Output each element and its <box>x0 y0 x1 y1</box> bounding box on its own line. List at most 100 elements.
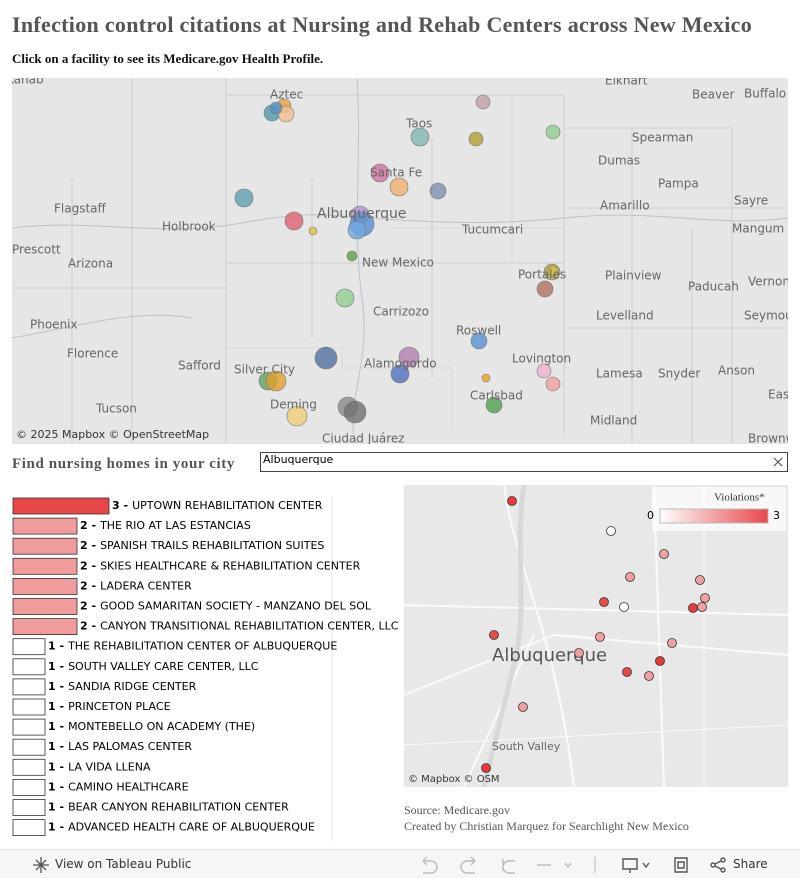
facility-pin[interactable] <box>475 94 491 110</box>
facility-dot[interactable] <box>518 702 528 712</box>
facility-pin[interactable] <box>410 127 430 147</box>
map-label: Elkhart <box>605 78 648 88</box>
redo[interactable] <box>460 856 476 874</box>
map-label: Santa Fe <box>370 166 422 180</box>
bar <box>12 578 78 595</box>
map-label: Beaver <box>692 88 734 102</box>
bar <box>12 778 46 796</box>
facility-pin[interactable] <box>468 131 484 147</box>
facility-dot[interactable] <box>697 602 707 612</box>
facility-dot[interactable] <box>599 597 609 607</box>
facility-pin[interactable] <box>335 288 355 308</box>
value-label: 1 - <box>48 660 64 673</box>
view-link[interactable]: View on Tableau Public <box>55 857 192 871</box>
facility-pin[interactable] <box>343 400 367 424</box>
facility-pin[interactable] <box>547 265 559 277</box>
facility-pin[interactable] <box>545 124 561 140</box>
facility-pin[interactable] <box>545 376 561 392</box>
facility-pin[interactable] <box>265 370 287 392</box>
revert[interactable] <box>502 859 515 874</box>
facility-dot[interactable] <box>489 630 499 640</box>
facility-dot[interactable] <box>606 526 616 536</box>
value-label: 1 - <box>48 640 64 653</box>
category-label: THE RIO AT LAS ESTANCIAS <box>99 519 251 532</box>
value-label: 1 - <box>48 740 64 753</box>
category-label: PRINCETON PLACE <box>68 700 171 713</box>
facility-pin[interactable] <box>234 188 254 208</box>
facility-dot[interactable] <box>481 763 491 773</box>
facility-dot[interactable] <box>655 656 665 666</box>
facility-pin[interactable] <box>536 280 554 298</box>
city-map[interactable]: Albuquerque South Valley Violations* 0 3… <box>404 485 788 787</box>
facility-dot[interactable] <box>700 593 710 603</box>
facility-dot[interactable] <box>659 549 669 559</box>
fullscreen[interactable] <box>674 857 688 873</box>
clear-icon[interactable] <box>773 457 783 467</box>
map-label: Silver City <box>234 363 295 377</box>
map-label: Deming <box>270 398 317 412</box>
map-label: Taos <box>405 117 432 131</box>
category-label: SOUTH VALLEY CARE CENTER, LLC <box>68 660 259 673</box>
facility-dot[interactable] <box>644 671 654 681</box>
facility-dot[interactable] <box>619 602 629 612</box>
map-label: Levelland <box>596 309 654 323</box>
facility-pin[interactable] <box>470 332 488 350</box>
facility-pin[interactable] <box>347 220 367 240</box>
facility-pin[interactable] <box>485 396 503 414</box>
download[interactable] <box>622 858 650 873</box>
facility-pin[interactable] <box>269 101 283 115</box>
river <box>481 485 527 787</box>
facility-pin[interactable] <box>429 182 447 200</box>
facility-pin[interactable] <box>390 364 410 384</box>
facility-pin[interactable] <box>314 346 338 370</box>
map-label: Alamogordo <box>364 357 437 371</box>
value-label: 1 - <box>48 700 64 713</box>
bar <box>12 598 78 615</box>
facility-dot[interactable] <box>688 603 698 613</box>
map-label: Anson <box>718 364 755 378</box>
map-label: Midland <box>590 414 637 428</box>
facility-dot[interactable] <box>595 632 605 642</box>
facility-dot[interactable] <box>622 667 632 677</box>
city-roads <box>404 485 788 787</box>
state-map[interactable]: Kanab Aztec Elkhart Beaver Buffalo Taos Spearm… <box>12 78 788 444</box>
bar <box>12 638 46 656</box>
facility-dot[interactable] <box>574 648 584 658</box>
facility-pin[interactable] <box>308 226 318 236</box>
facility-pin[interactable] <box>277 105 295 123</box>
value-label: 1 - <box>48 821 64 834</box>
city-attribution: © Mapbox © OSM <box>408 774 500 785</box>
share[interactable]: Share <box>733 857 768 871</box>
map-label: Arizona <box>68 257 113 271</box>
map-label: Tucson <box>95 402 137 416</box>
bar <box>12 618 78 635</box>
facility-pin[interactable] <box>284 211 304 231</box>
map-label: Florence <box>67 347 118 361</box>
facility-pin[interactable] <box>481 373 491 383</box>
bar <box>12 718 46 736</box>
legend-tick: 3 <box>773 509 780 522</box>
facility-dot[interactable] <box>667 638 677 648</box>
facility-pin[interactable] <box>286 405 308 427</box>
map-label: Spearman <box>632 131 693 145</box>
category-label: LAS PALOMAS CENTER <box>68 740 192 753</box>
undo[interactable] <box>422 856 438 874</box>
facility-dot[interactable] <box>695 575 705 585</box>
facility-dot[interactable] <box>507 496 517 506</box>
facility-pin[interactable] <box>398 346 420 368</box>
city-label: Albuquerque <box>492 645 607 666</box>
facility-pin[interactable] <box>370 163 390 183</box>
map-label: Lovington <box>512 352 571 366</box>
facility-pin[interactable] <box>389 177 409 197</box>
bar <box>12 698 46 716</box>
facility-pin[interactable] <box>346 250 358 262</box>
refresh[interactable] <box>537 862 572 869</box>
credit: Created by Christian Marquez for Searchl… <box>404 819 689 833</box>
map-label: Portales <box>518 268 566 282</box>
map-label: Lamesa <box>596 367 643 381</box>
map-label: Plainview <box>605 269 662 283</box>
map-label: Ciudad Juárez <box>322 432 405 445</box>
search-box[interactable]: Albuquerque <box>260 452 788 472</box>
facility-pin[interactable] <box>536 363 552 379</box>
facility-dot[interactable] <box>625 572 635 582</box>
